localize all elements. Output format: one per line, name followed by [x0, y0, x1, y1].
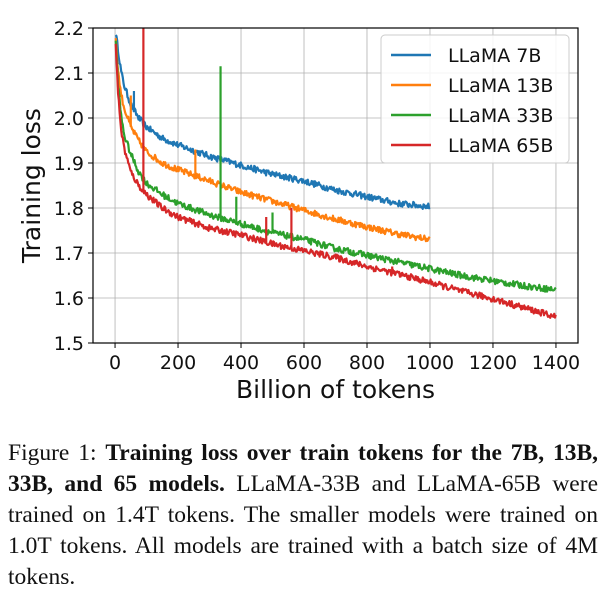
y-tick-label: 2.1 — [54, 63, 84, 85]
legend-box — [380, 34, 570, 164]
x-axis-title: Billion of tokens — [236, 375, 435, 404]
series-line — [114, 38, 431, 243]
legend: LLaMA 7B LLaMA 13B LLaMA 33B LLaMA 65B — [380, 34, 570, 164]
x-tick-label: 1000 — [406, 352, 454, 374]
x-tick-label: 1400 — [532, 352, 580, 374]
x-tick-label: 0 — [109, 352, 121, 374]
training-loss-chart: 0 200 400 600 800 1000 1200 1400 1.5 1.6 1.7 1.8 1.9… — [17, 18, 580, 404]
x-tick-label: 200 — [160, 352, 196, 374]
series-line — [114, 43, 557, 319]
x-tick-label: 800 — [349, 352, 385, 374]
plot-frame — [92, 27, 579, 344]
legend-label: LLaMA 33B — [448, 105, 553, 127]
x-tick-label: 600 — [286, 352, 322, 374]
series-line — [114, 34, 431, 210]
y-axis-title: Training loss — [17, 108, 46, 264]
series-llama-65b — [114, 28, 557, 319]
legend-label: LLaMA 13B — [448, 75, 553, 97]
y-tick-label: 1.9 — [54, 153, 84, 175]
series-llama-7b — [114, 34, 431, 210]
y-tick-label: 2.0 — [54, 108, 84, 130]
series-line — [114, 40, 557, 293]
x-tick-label: 1200 — [469, 352, 517, 374]
series-llama-13b — [114, 38, 431, 243]
y-tick-label: 2.2 — [54, 18, 84, 40]
legend-label: LLaMA 65B — [448, 135, 553, 157]
caption-text: LLaMA-33B and LLaMA-65B were trained on … — [8, 471, 598, 590]
figure-caption: Figure 1: Training loss over train token… — [8, 438, 598, 593]
y-tick-label: 1.5 — [54, 333, 84, 355]
y-tick-label: 1.8 — [54, 198, 84, 220]
caption-bold-text: Training loss over train tokens for the … — [8, 440, 599, 497]
legend-label: LLaMA 7B — [448, 45, 541, 67]
x-tick-label: 400 — [223, 352, 259, 374]
axis-ticks: 0 200 400 600 800 1000 1200 1400 1.5 1.6 1.7 1.8 1.9… — [54, 18, 580, 374]
series-llama-33b — [114, 40, 557, 293]
y-tick-label: 1.7 — [54, 243, 84, 265]
series-lines — [114, 28, 557, 319]
caption-label: Figure 1: — [8, 440, 97, 466]
y-tick-label: 1.6 — [54, 288, 84, 310]
